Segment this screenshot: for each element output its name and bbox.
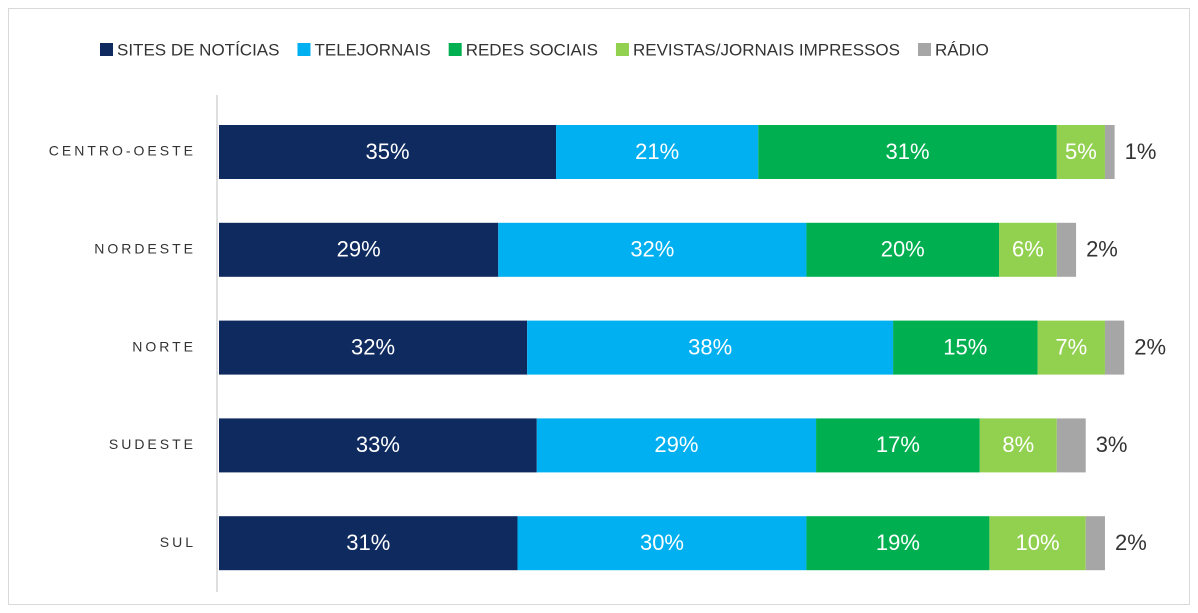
value-label: 1% (1125, 139, 1157, 164)
bar-segment (806, 516, 990, 571)
value-label: 29% (654, 432, 698, 457)
bar-segment (219, 222, 499, 277)
legend-label: RÁDIO (935, 40, 989, 59)
legend-swatch (100, 43, 113, 56)
value-label: 7% (1055, 334, 1087, 359)
value-label: 31% (346, 530, 390, 555)
y-tick-label: CENTRO-OESTE (49, 143, 196, 159)
value-label: 3% (1096, 432, 1128, 457)
bar-segment (1056, 418, 1086, 473)
value-label: 2% (1115, 530, 1147, 555)
value-label: 38% (688, 334, 732, 359)
value-label: 20% (881, 237, 925, 262)
y-tick-label: NORDESTE (94, 241, 196, 257)
bar-segment (979, 418, 1057, 473)
bar-segment (893, 320, 1038, 375)
bar-segment (556, 125, 759, 179)
legend-label: REVISTAS/JORNAIS IMPRESSOS (633, 40, 900, 59)
bar-segment (219, 320, 528, 375)
bar-segment (1037, 320, 1105, 375)
value-label: 29% (337, 237, 381, 262)
value-label: 19% (876, 530, 920, 555)
value-label: 10% (1016, 530, 1060, 555)
value-label: 31% (886, 139, 930, 164)
bar-segment (758, 125, 1057, 179)
value-label: 17% (876, 432, 920, 457)
bar-segment (1104, 320, 1125, 375)
value-label: 15% (943, 334, 987, 359)
bar-segment (219, 516, 518, 571)
value-label: 30% (640, 530, 684, 555)
legend-swatch (615, 43, 629, 56)
bar-segment (806, 222, 1000, 277)
bar-segment (219, 125, 557, 179)
value-label: 33% (356, 432, 400, 457)
bar-segment (219, 418, 537, 473)
y-tick-label: SUDESTE (109, 436, 196, 452)
bar-segment (999, 222, 1057, 277)
bar-segment (1056, 222, 1077, 277)
bar-segment (527, 320, 894, 375)
value-label: 32% (351, 334, 395, 359)
bar-segment (1056, 125, 1105, 179)
legend-label: TELEJORNAIS (314, 40, 430, 59)
value-label: 21% (635, 139, 679, 164)
bar-segment (498, 222, 807, 277)
y-tick-label: NORTE (132, 338, 196, 354)
bar-segment (536, 418, 817, 473)
y-tick-label: SUL (160, 534, 196, 550)
legend-label: REDES SOCIAIS (466, 40, 598, 59)
legend-swatch (448, 43, 462, 56)
value-label: 8% (1002, 432, 1034, 457)
legend-swatch (917, 43, 931, 56)
bar-segment (517, 516, 807, 571)
value-label: 5% (1065, 139, 1097, 164)
bar-segment (989, 516, 1086, 571)
bar-segment (1085, 516, 1105, 571)
value-label: 2% (1086, 237, 1118, 262)
value-label: 32% (630, 237, 674, 262)
bar-segment (1104, 125, 1115, 179)
bar-segment (816, 418, 980, 473)
chart-frame (8, 8, 1190, 605)
value-label: 6% (1012, 237, 1044, 262)
value-label: 35% (366, 139, 410, 164)
value-label: 2% (1134, 334, 1166, 359)
legend-label: SITES DE NOTÍCIAS (117, 40, 279, 59)
legend-swatch (297, 43, 311, 56)
